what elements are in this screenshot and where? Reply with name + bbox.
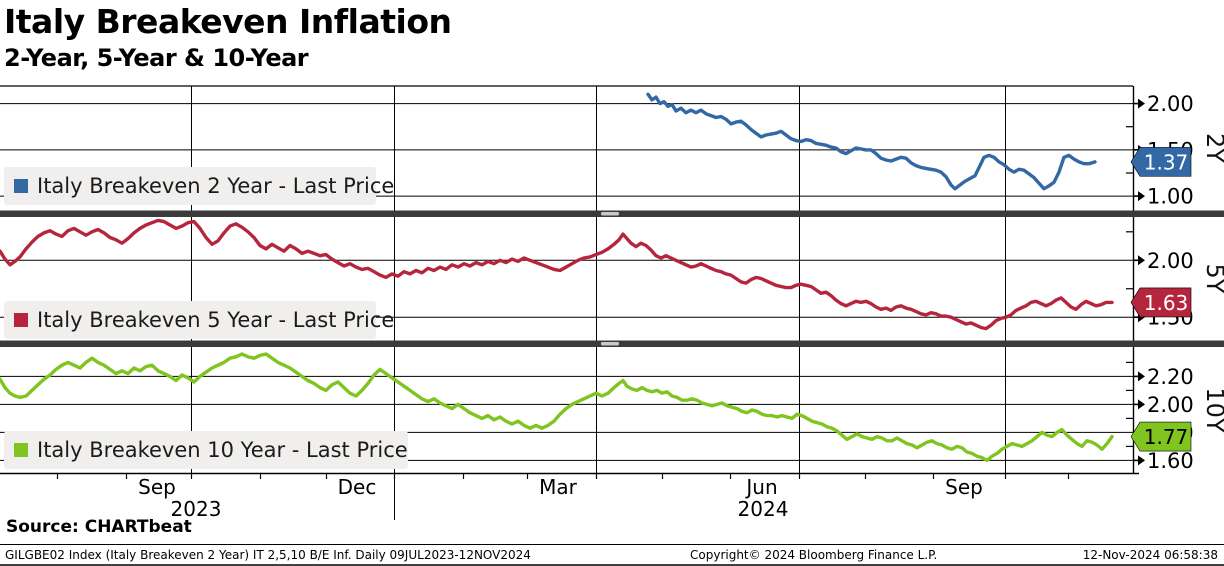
x-year-label: 2024: [738, 497, 789, 521]
y-tick-label: 2.00: [1147, 393, 1194, 417]
footer-copyright: Copyright© 2024 Bloomberg Finance L.P.: [690, 548, 938, 562]
footer-ticker-text: GILGBE02 Index (Italy Breakeven 2 Year) …: [5, 548, 531, 562]
last-price-value: 1.63: [1144, 291, 1189, 315]
axis-title-2Y: 2Y: [1201, 133, 1224, 163]
y-tick-label: 2.20: [1147, 365, 1194, 389]
last-price-value: 1.77: [1144, 425, 1189, 449]
x-month-label: Dec: [338, 475, 377, 499]
separator-drag-handle-icon: [601, 342, 619, 346]
vertical-gridlines: [191, 86, 1006, 473]
y-axis-panel-10Y: 2.202.001.801.60: [1126, 361, 1194, 473]
last-price-badge-5Y: 1.63: [1130, 287, 1192, 318]
separator-drag-handle-icon: [601, 212, 619, 216]
last-price-badge-10Y: 1.77: [1130, 421, 1192, 452]
series-2Y-line: [646, 92, 1097, 191]
legend-10-year[interactable]: Italy Breakeven 10 Year - Last Price: [4, 431, 408, 469]
legend-swatch-5-year-icon: [14, 313, 28, 327]
last-price-value: 1.37: [1144, 150, 1189, 174]
y-tick-label: 2.00: [1147, 249, 1194, 273]
x-month-label: Sep: [945, 475, 983, 499]
legend-2-year[interactable]: Italy Breakeven 2 Year - Last Price: [4, 167, 394, 205]
x-year-label: 2023: [171, 497, 222, 521]
legend-5-year[interactable]: Italy Breakeven 5 Year - Last Price: [4, 301, 394, 339]
x-month-label: Jun: [744, 475, 777, 499]
chart-title: Italy Breakeven Inflation: [4, 2, 452, 41]
legend-label-2-year: Italy Breakeven 2 Year - Last Price: [37, 174, 395, 198]
legend-swatch-10-year-icon: [14, 443, 28, 457]
footer-timestamp: 12-Nov-2024 06:58:38: [1082, 548, 1218, 562]
legend-swatch-2-year-icon: [14, 179, 28, 193]
y-tick-label: 1.60: [1147, 449, 1194, 473]
x-month-label: Sep: [138, 475, 176, 499]
chart-subtitle: 2-Year, 5-Year & 10-Year: [4, 44, 309, 72]
y-tick-label: 2.00: [1147, 92, 1194, 116]
legend-label-5-year: Italy Breakeven 5 Year - Last Price: [37, 308, 395, 332]
x-month-label: Mar: [539, 475, 578, 499]
axis-title-5Y: 5Y: [1201, 264, 1224, 294]
axis-title-10Y: 10Y: [1201, 387, 1224, 433]
series-5Y-line: [0, 218, 1114, 331]
series-10Y-line: [0, 352, 1114, 463]
legend-label-10-year: Italy Breakeven 10 Year - Last Price: [37, 438, 408, 462]
last-price-badge-2Y: 1.37: [1130, 147, 1192, 177]
source-label: Source: CHARTbeat: [6, 517, 192, 537]
y-tick-label: 1.00: [1147, 185, 1194, 209]
